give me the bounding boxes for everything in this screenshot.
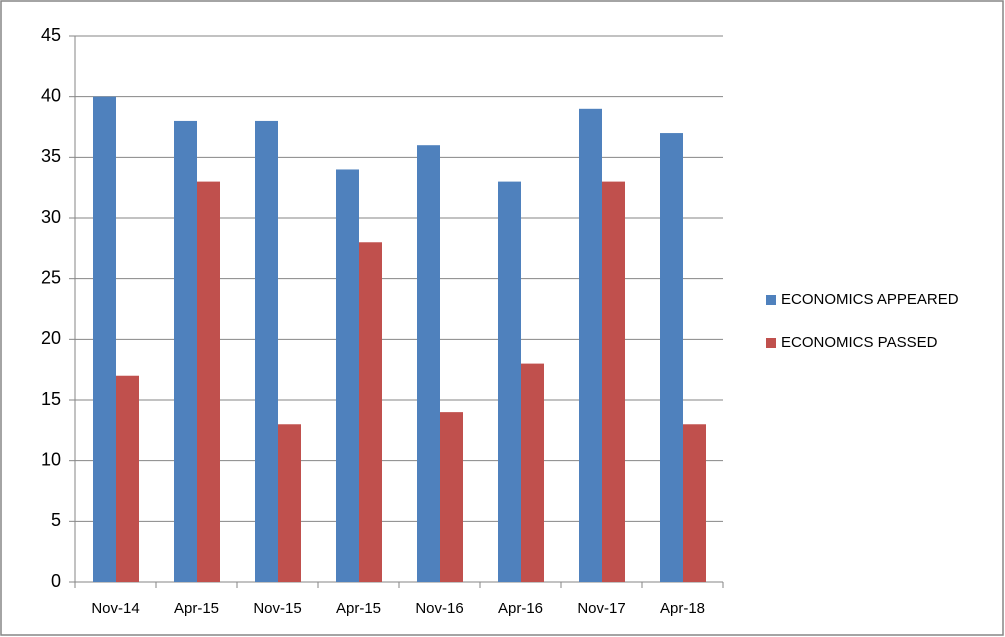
y-tick-label: 0: [51, 571, 61, 591]
y-tick-label: 40: [41, 85, 61, 105]
bar: [93, 96, 116, 583]
y-tick-label: 10: [41, 449, 61, 469]
bar: [359, 242, 382, 582]
legend-swatch: [766, 338, 776, 348]
bar: [440, 412, 463, 582]
bar: [660, 133, 683, 583]
bar: [579, 108, 602, 583]
y-tick-label: 15: [41, 389, 61, 409]
bar: [521, 363, 544, 582]
x-tick-label: Nov-17: [577, 600, 625, 617]
y-tick-label: 35: [41, 146, 61, 166]
x-tick-label: Apr-16: [498, 600, 543, 617]
legend-swatch: [766, 295, 776, 305]
bar: [197, 181, 220, 582]
bar: [683, 424, 706, 582]
x-tick-label: Nov-14: [91, 600, 139, 617]
legend-label: ECONOMICS PASSED: [781, 334, 938, 351]
x-tick-label: Apr-15: [336, 600, 381, 617]
bar: [498, 181, 521, 582]
x-tick-label: Apr-15: [174, 600, 219, 617]
y-tick-label: 45: [41, 25, 61, 45]
bar: [336, 169, 359, 582]
bar: [174, 120, 197, 582]
legend-label: ECONOMICS APPEARED: [781, 291, 959, 308]
bar: [602, 181, 625, 582]
x-tick-label: Nov-15: [253, 600, 301, 617]
bar: [116, 375, 139, 582]
bar: [417, 145, 440, 582]
y-tick-label: 30: [41, 207, 61, 227]
x-tick-label: Nov-16: [415, 600, 463, 617]
y-tick-label: 5: [51, 510, 61, 530]
x-tick-label: Apr-18: [660, 600, 705, 617]
bar: [278, 424, 301, 582]
y-tick-label: 25: [41, 267, 61, 287]
y-tick-label: 20: [41, 328, 61, 348]
bar: [255, 120, 278, 582]
